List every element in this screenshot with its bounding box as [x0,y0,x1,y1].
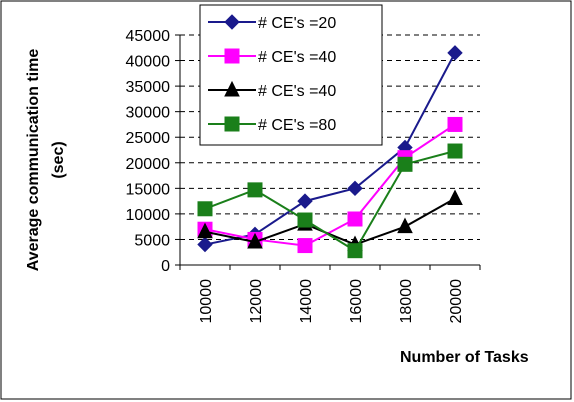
data-point [297,238,313,254]
legend-marker [224,80,240,97]
legend-item: # CE's =40 [208,48,336,66]
legend-label: # CE's =40 [258,49,336,66]
x-tick-label: 18000 [398,279,415,324]
y-tick-label: 25000 [126,130,171,147]
data-point [247,182,263,198]
x-tick-label: 20000 [448,279,465,324]
data-point [347,211,363,227]
data-point [447,116,463,132]
legend-marker [224,116,240,132]
y-tick-label: 15000 [126,181,171,198]
legend: # CE's =20 # CE's =40 # CE's =40 # CE's =80 [199,4,383,146]
y-tick-label: 35000 [126,79,171,96]
y-tick-label: 10000 [126,207,171,224]
y-axis-title: Average communication time [25,49,42,272]
y-tick-label: 0 [161,258,170,275]
series-layer [197,45,463,259]
data-point [297,193,313,209]
x-tick-label: 12000 [248,279,265,324]
data-point [197,222,213,239]
legend-marker [224,14,240,30]
y-tick-labels: 0 5000 10000 15000 20000 25000 30000 35000 40000… [126,28,171,275]
data-point [297,212,313,228]
y-tick-label: 30000 [126,105,171,122]
x-tick-labels: 10000 12000 14000 16000 18000 20000 [198,279,465,324]
y-axis-title-unit: (sec) [50,141,67,178]
y-tick-label: 5000 [134,232,170,249]
data-point [447,143,463,159]
data-point [447,189,463,206]
data-point [347,180,363,197]
series-1 [197,45,463,253]
data-point [347,243,363,259]
data-point [397,156,413,172]
y-tick-label: 45000 [126,28,171,45]
series-line [204,52,456,246]
legend-label: # CE's =80 [258,117,336,134]
series-line [204,150,456,253]
legend-item: # CE's =20 [208,14,336,32]
series-4 [197,143,463,259]
legend-item: # CE's =80 [208,116,336,134]
x-axis-title: Number of Tasks [400,349,529,366]
series-line [204,123,456,247]
data-point [247,232,263,249]
data-point [447,45,463,61]
x-tick-label: 16000 [348,279,365,324]
axes [175,34,481,270]
legend-marker [224,48,240,64]
y-tick-label: 20000 [126,156,171,173]
legend-item: # CE's =40 [208,80,336,100]
legend-label: # CE's =40 [258,83,336,100]
x-tick-label: 14000 [298,279,315,324]
legend-label: # CE's =20 [258,15,336,32]
data-point [197,236,213,253]
data-point [197,201,213,217]
x-tick-label: 10000 [198,279,215,324]
series-3 [197,189,463,252]
y-tick-label: 40000 [126,54,171,71]
data-point [397,217,413,234]
